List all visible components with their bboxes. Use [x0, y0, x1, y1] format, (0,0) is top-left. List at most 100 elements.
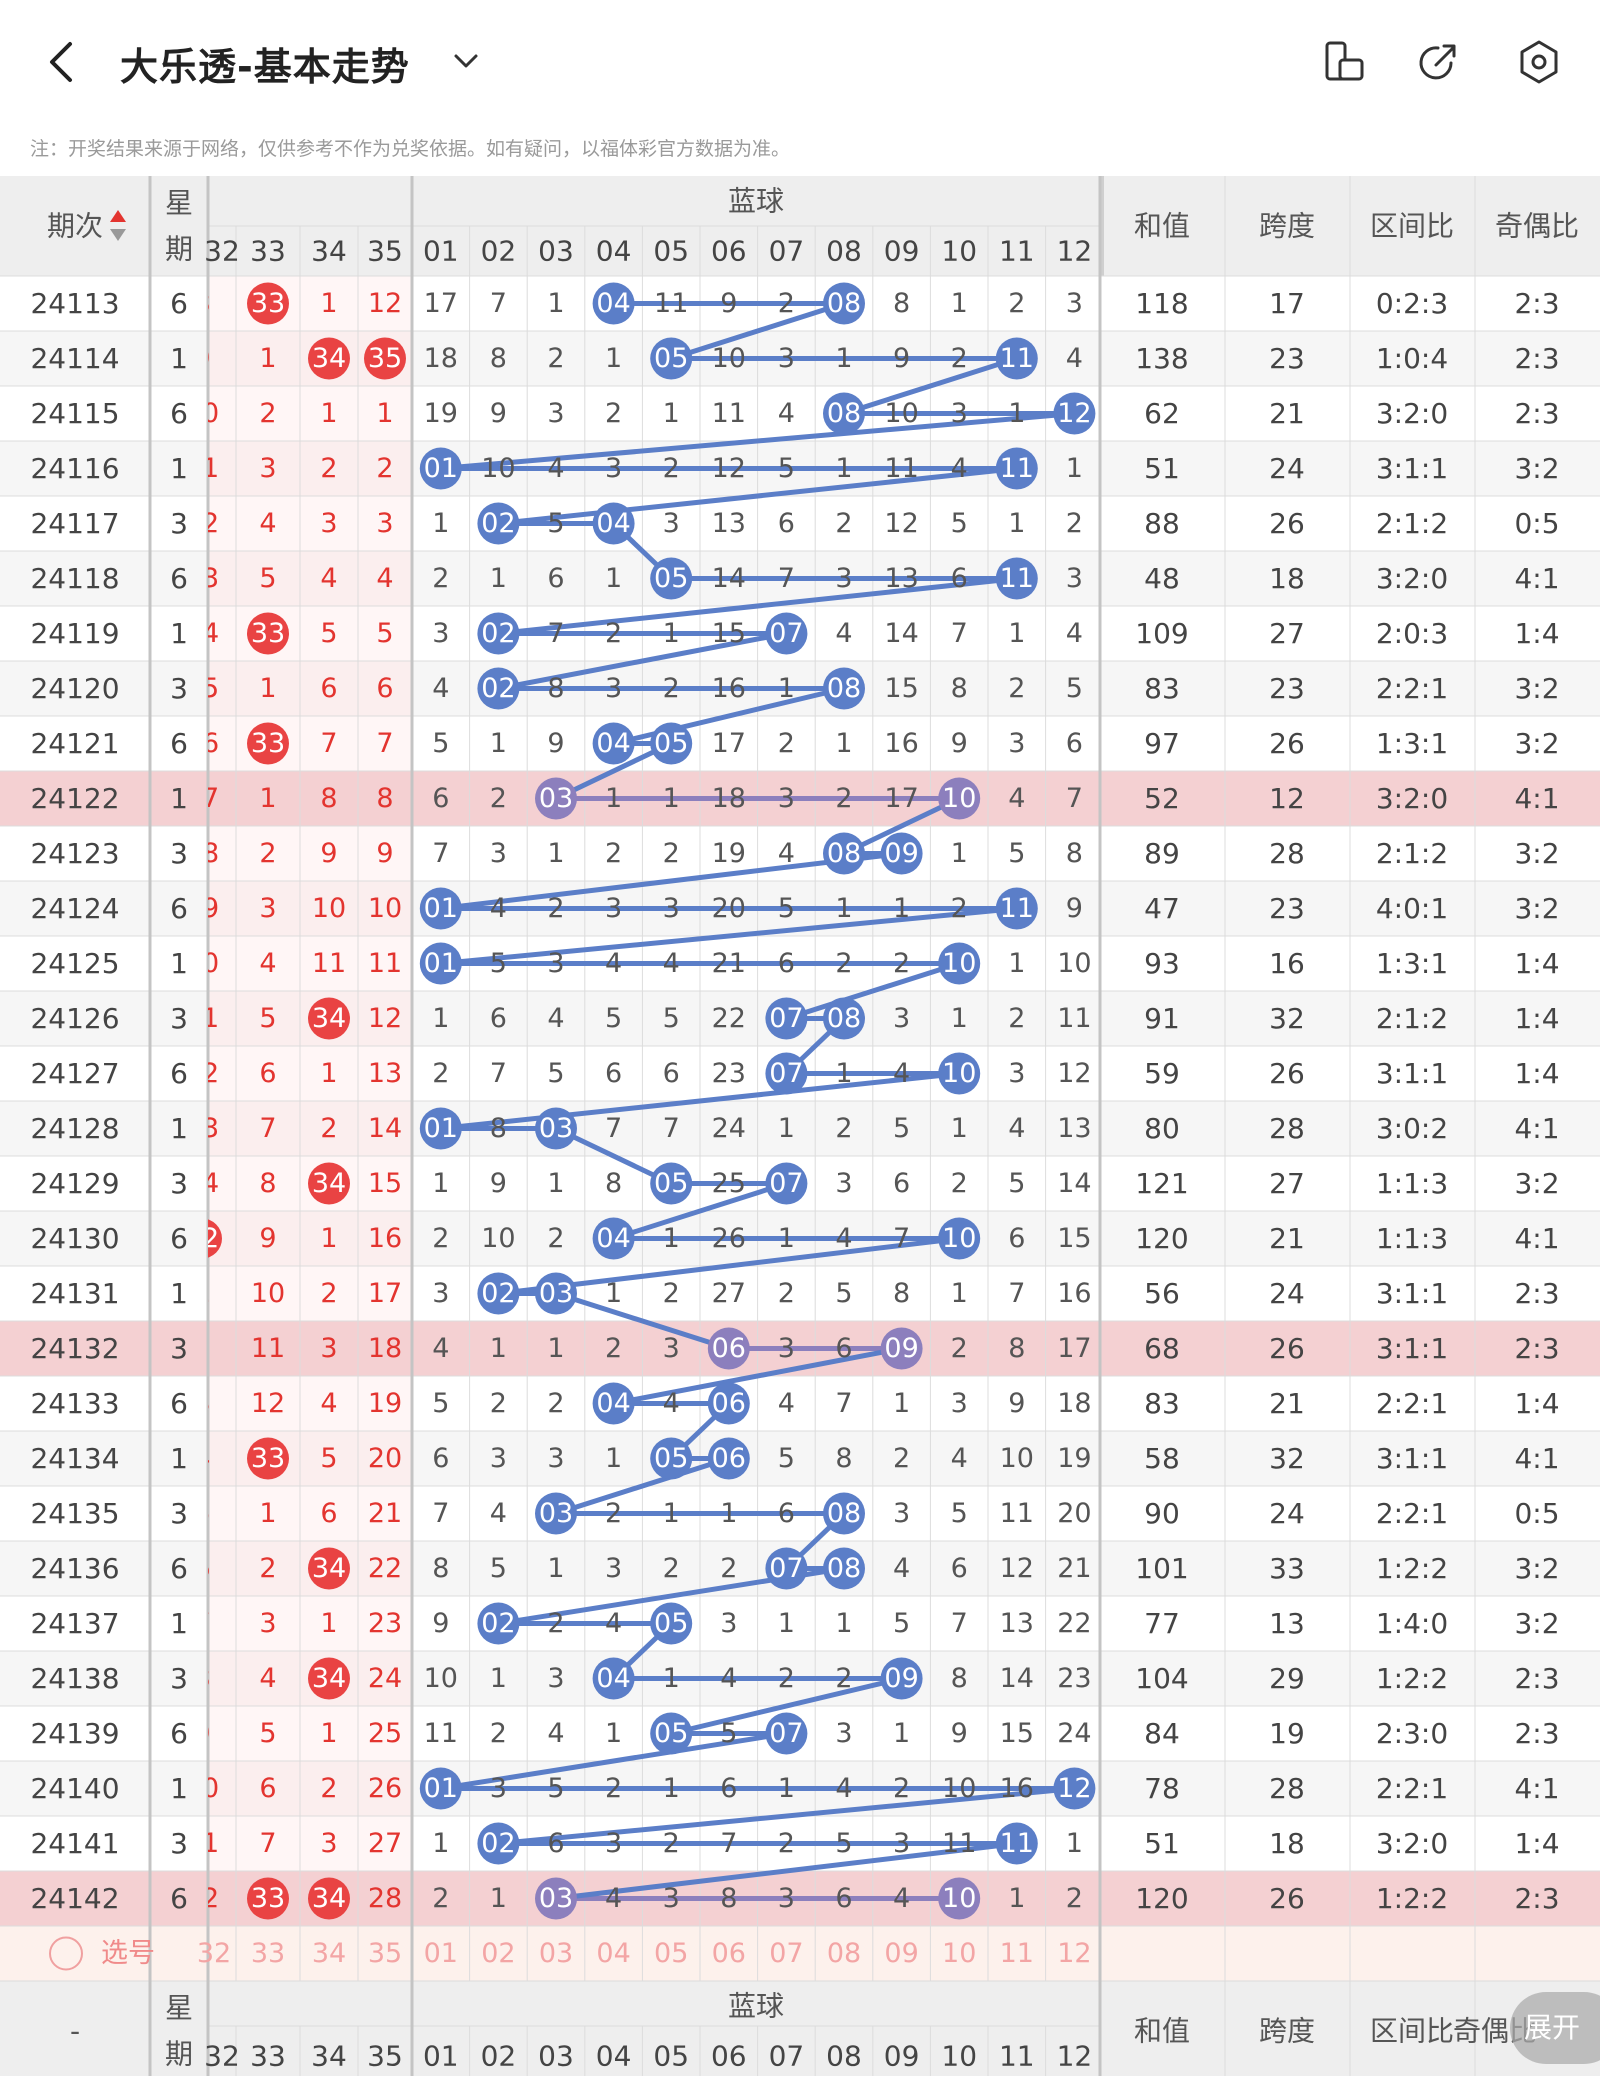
oddeven-cell: 4:1 [1514, 1442, 1559, 1475]
table-row[interactable]: 241161113220110432125111411151243:1:13:2 [30, 447, 1560, 490]
sort-desc-icon[interactable] [110, 229, 126, 241]
table-row[interactable]: 241276226113275662307141031259263:1:11:4 [30, 1052, 1560, 1095]
table-row[interactable]: 241311110217302031227258171656243:1:12:3 [30, 1272, 1560, 1315]
select-blue-ball[interactable]: 09 [884, 1938, 918, 1969]
oddeven-cell: 3:2 [1514, 837, 1559, 870]
red-cell: 17 [368, 1278, 402, 1309]
settings-icon[interactable] [1515, 38, 1563, 86]
blue-cell: 7 [605, 1113, 622, 1144]
table-row[interactable]: 2413666234228513220708461221101331:2:23:… [30, 1547, 1560, 1590]
red-zone-bg [208, 1706, 412, 1761]
table-row[interactable]: 2414261233342821034383641012120261:2:22:… [30, 1877, 1560, 1920]
zone-cell: 2:2:1 [1376, 1497, 1448, 1530]
table-row[interactable]: 2411419134351882105103192114138231:0:42:… [30, 337, 1560, 380]
table-row[interactable]: 24118613544216105147313611348183:2:04:1 [30, 557, 1560, 600]
week-cell: 1 [170, 1442, 188, 1475]
select-blue-ball[interactable]: 10 [942, 1938, 976, 1969]
select-blue-ball[interactable]: 01 [424, 1938, 458, 1969]
table-footer-bg [0, 1981, 1600, 2076]
blue-cell: 3 [720, 1608, 737, 1639]
select-blue-ball[interactable]: 02 [481, 1938, 515, 1969]
header-issue[interactable]: 期次 [47, 210, 103, 243]
oddeven-cell: 2:3 [1514, 1717, 1559, 1750]
table-row[interactable]: 24137173123902240531157132277131:4:03:2 [30, 1602, 1560, 1645]
table-row[interactable]: 24129324834151918052507362514121271:1:33… [30, 1162, 1560, 1205]
blue-cell: 4 [490, 893, 507, 924]
blue-cell: 8 [605, 1168, 622, 1199]
table-row[interactable]: 2411911433553027211507414714109272:0:31:… [30, 612, 1560, 655]
blue-ball [823, 832, 865, 875]
blue-ball [592, 1217, 635, 1260]
table-row[interactable]: 24135351621740321160835112090242:2:10:5 [30, 1492, 1560, 1535]
select-label[interactable]: 选号 [101, 1938, 155, 1969]
blue-cell: 1 [547, 288, 564, 319]
header-blue-col: 07 [769, 235, 805, 268]
select-blue-ball[interactable]: 12 [1057, 1938, 1091, 1969]
table-row[interactable]: 24138384342410130414220981423104291:2:22… [30, 1657, 1560, 1700]
table-row[interactable]: 2412512041111015344216221011093161:3:11:… [30, 942, 1560, 985]
select-blue-ball[interactable]: 06 [712, 1938, 746, 1969]
table-row[interactable]: 2412632153412164552207083121191322:1:21:… [30, 997, 1560, 1040]
select-blue-ball[interactable]: 05 [654, 1938, 688, 1969]
blue-cell: 1 [605, 1278, 622, 1309]
blue-cell: 4 [893, 1553, 910, 1584]
table-row[interactable]: 24120315166402832161081582583232:2:13:2 [30, 667, 1560, 710]
week-cell: 6 [170, 397, 188, 430]
table-row[interactable]: 241156102111993211140810311262213:2:02:3 [30, 392, 1560, 435]
table-row[interactable]: 24122117188620311183217104752123:2:04:1 [30, 777, 1560, 820]
red-cell: 5 [259, 1718, 276, 1749]
select-blue-ball[interactable]: 03 [539, 1938, 573, 1969]
table-row[interactable]: 24133631241952204406471391883212:2:11:4 [30, 1382, 1560, 1425]
blue-cell: 11 [1057, 1003, 1091, 1034]
table-row[interactable]: 241341433520633105065824101958323:1:14:1 [30, 1437, 1560, 1480]
blue-cell: 7 [490, 288, 507, 319]
table-row[interactable]: 2411368331121771041192088123118170:2:32:… [30, 282, 1560, 325]
blue-ball [823, 1547, 865, 1590]
chevron-down-icon[interactable] [450, 46, 482, 76]
chevron-left-icon[interactable] [40, 38, 84, 86]
table-row[interactable]: 241281237214018037724125141380283:0:24:1 [30, 1107, 1560, 1150]
blue-cell: 08 [827, 1498, 861, 1529]
table-row[interactable]: 241246193101001423320511211947234:0:13:2 [30, 887, 1560, 930]
select-red-ball[interactable]: 32 [197, 1938, 231, 1969]
blue-cell: 2 [432, 1883, 449, 1914]
select-blue-ball[interactable]: 08 [827, 1938, 861, 1969]
table-row[interactable]: 241401106226013521614210161278282:2:14:1 [30, 1767, 1560, 1810]
table-row[interactable]: 241216163377519040517211693697261:3:13:2 [30, 722, 1560, 765]
expand-button[interactable]: 展开 [1510, 1992, 1600, 2064]
select-blue-ball[interactable]: 04 [596, 1938, 630, 1969]
blue-cell: 01 [424, 893, 458, 924]
select-blue-ball[interactable]: 11 [1000, 1938, 1034, 1969]
blue-cell: 11 [654, 288, 688, 319]
share-icon[interactable] [1414, 38, 1462, 86]
select-blue-ball[interactable]: 07 [769, 1938, 803, 1969]
blue-ball [477, 1602, 520, 1645]
blue-cell: 01 [424, 453, 458, 484]
trend-line-link [612, 1181, 788, 1241]
select-red-ball[interactable]: 35 [368, 1938, 402, 1969]
header-sum: 和值 [1134, 210, 1190, 243]
blue-cell: 11 [1000, 343, 1034, 374]
header-red-col: 32 [204, 235, 240, 268]
red-zone-bg [208, 386, 412, 441]
sort-asc-icon[interactable] [110, 210, 126, 222]
select-radio-icon[interactable] [49, 1936, 83, 1971]
table-row[interactable]: 24117312433102504313621251288262:1:20:5 [30, 502, 1560, 545]
sum-cell: 47 [1144, 892, 1180, 925]
blue-cell: 12 [884, 508, 918, 539]
table-row[interactable]: 2412331829973122194080915889282:1:23:2 [30, 832, 1560, 875]
table-row[interactable]: 24130632911621020412614710615120211:1:34… [30, 1217, 1560, 1260]
table-row[interactable]: 241396951251124105507319152484192:3:02:3 [30, 1712, 1560, 1755]
rotate-device-icon[interactable] [1320, 38, 1368, 86]
select-red-ball[interactable]: 34 [312, 1938, 346, 1969]
trend-line-link [440, 411, 1075, 471]
page-title[interactable]: 大乐透-基本走势 [120, 45, 410, 89]
table-row[interactable]: 24132321131841123063609281768263:1:12:3 [30, 1327, 1560, 1370]
table-row[interactable]: 24141311732710263272531111151183:2:01:4 [30, 1822, 1560, 1865]
select-red-ball[interactable]: 33 [251, 1938, 285, 1969]
blue-cell: 08 [827, 288, 861, 319]
blue-cell: 06 [712, 1443, 746, 1474]
trend-line-link [670, 1676, 903, 1736]
blue-cell: 3 [605, 1828, 622, 1859]
zone-cell: 1:3:1 [1376, 947, 1448, 980]
